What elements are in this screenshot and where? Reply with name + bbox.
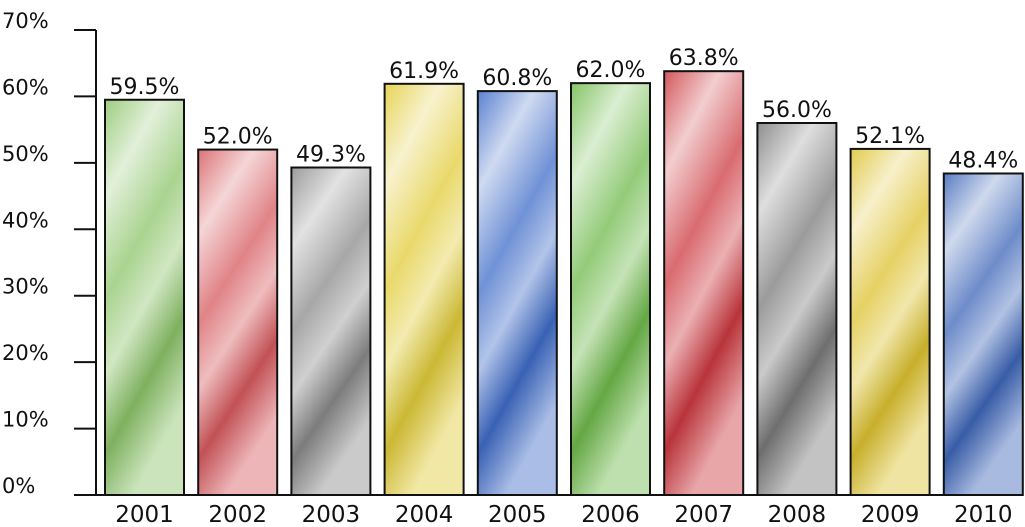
y-tick-label: 70%: [2, 9, 49, 33]
x-tick-label-2002: 2002: [208, 502, 267, 527]
y-tick-label: 30%: [2, 275, 49, 299]
bars: [104, 70, 1024, 497]
x-tick-label-2007: 2007: [674, 502, 733, 527]
x-tick-label-2005: 2005: [488, 502, 547, 527]
bar-2006: [570, 82, 651, 497]
x-axis-labels: 2001 2002 2003 2004 2005 2006 2007 2008 2009 2010: [115, 502, 1012, 527]
y-tick-label: 0%: [2, 474, 35, 498]
y-tick-label: 60%: [2, 75, 49, 99]
data-label-2004: 61.9%: [389, 59, 459, 84]
x-tick-label-2010: 2010: [954, 502, 1013, 527]
data-label-2006: 62.0%: [576, 58, 646, 83]
data-label-2008: 56.0%: [762, 98, 832, 123]
data-label-2005: 60.8%: [482, 66, 552, 91]
x-tick-label-2004: 2004: [395, 502, 454, 527]
x-tick-label-2008: 2008: [768, 502, 827, 527]
data-label-2001: 59.5%: [110, 75, 180, 100]
bar-2004: [383, 82, 465, 497]
y-axis: 0% 10% 20% 30% 40% 50% 60% 70%: [2, 9, 97, 498]
data-label-2002: 52.0%: [203, 125, 273, 150]
bar-2005: [476, 90, 558, 496]
y-tick-label: 10%: [2, 408, 49, 432]
bar-2010: [942, 172, 1024, 496]
bar-2008: [756, 122, 838, 496]
bar-2003: [290, 166, 372, 496]
bar-2002: [197, 148, 279, 496]
x-tick-label-2006: 2006: [581, 502, 640, 527]
x-tick-label-2003: 2003: [302, 502, 361, 527]
data-label-2003: 49.3%: [296, 143, 366, 168]
data-labels: 59.5% 52.0% 49.3% 61.9% 60.8% 62.0% 63.8% 56.0%…: [110, 46, 1019, 173]
data-label-2007: 63.8%: [669, 46, 739, 71]
y-tick-label: 40%: [2, 208, 49, 232]
bar-2001: [104, 98, 185, 496]
data-label-2009: 52.1%: [855, 124, 925, 149]
bar-2009: [849, 147, 931, 497]
x-tick-label-2001: 2001: [115, 502, 174, 527]
y-tick-label: 20%: [2, 341, 49, 365]
data-label-2010: 48.4%: [948, 148, 1018, 173]
y-tick-label: 50%: [2, 142, 49, 166]
bar-2007: [663, 70, 745, 497]
x-tick-label-2009: 2009: [861, 502, 920, 527]
